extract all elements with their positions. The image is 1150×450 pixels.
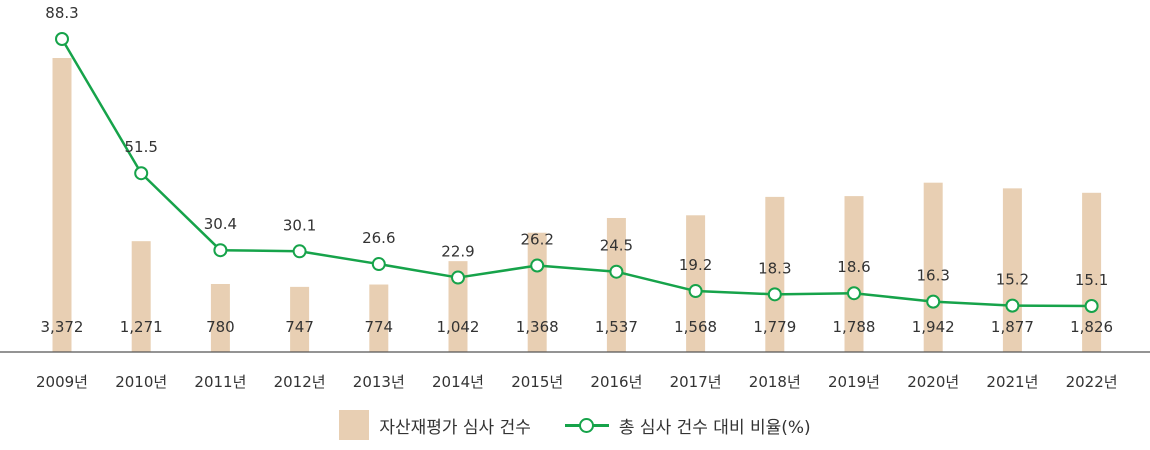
bar-value-label-12: 1,877 (991, 318, 1034, 336)
ratio-value-label-5: 22.9 (441, 243, 474, 261)
ratio-point-12 (1005, 298, 1020, 313)
bar-13 (1082, 192, 1102, 352)
bar-value-label-2: 780 (206, 318, 235, 336)
bar-8 (686, 215, 706, 352)
ratio-point-9 (767, 287, 782, 302)
line-series-marker-icon (564, 418, 609, 433)
bar-value-label-11: 1,942 (912, 318, 955, 336)
ratio-point-2 (213, 243, 228, 258)
bars-layer (52, 58, 1102, 352)
ratio-value-label-10: 18.6 (837, 258, 870, 276)
legend-item-bar-series: 자산재평가 심사 건수 (339, 410, 531, 440)
bar-value-label-5: 1,042 (437, 318, 480, 336)
ratio-value-label-11: 16.3 (916, 267, 949, 285)
ratio-point-0 (55, 32, 69, 46)
legend-label-line-series: 총 심사 건수 대비 비율(%) (618, 417, 811, 438)
ratio-point-7 (609, 264, 624, 279)
bar-value-label-6: 1,368 (516, 318, 559, 336)
x-tick-label-1: 2010년 (115, 373, 167, 391)
bar-value-label-7: 1,537 (595, 318, 638, 336)
bar-value-label-10: 1,788 (833, 318, 876, 336)
ratio-value-label-4: 26.6 (362, 229, 395, 247)
ratio-value-label-7: 24.5 (600, 237, 633, 255)
ratio-value-label-8: 19.2 (679, 256, 712, 274)
bar-1 (131, 241, 151, 352)
ratio-line-layer (55, 32, 1099, 313)
bar-value-label-4: 774 (364, 318, 393, 336)
bar-value-label-13: 1,826 (1070, 318, 1113, 336)
ratio-point-6 (530, 258, 545, 273)
x-tick-label-10: 2019년 (828, 373, 880, 391)
ratio-value-label-9: 18.3 (758, 259, 791, 277)
ratio-line (60, 38, 1092, 308)
ratio-value-label-13: 15.1 (1075, 271, 1108, 289)
bar-12 (1002, 188, 1022, 352)
x-tick-label-0: 2009년 (36, 373, 88, 391)
bar-11 (923, 182, 943, 352)
legend: 자산재평가 심사 건수 총 심사 건수 대비 비율(%) (0, 410, 1150, 440)
bar-series-swatch (339, 410, 370, 440)
ratio-value-label-3: 30.1 (283, 216, 316, 234)
bar-5 (448, 261, 468, 352)
bar-10 (844, 196, 864, 352)
ratio-point-3 (292, 244, 307, 259)
x-tick-label-12: 2021년 (986, 373, 1038, 391)
bar-2 (210, 283, 230, 352)
ratio-value-label-1: 51.5 (124, 138, 157, 156)
x-tick-label-5: 2014년 (432, 373, 484, 391)
ratio-value-label-0: 88.3 (45, 4, 78, 22)
x-tick-label-9: 2018년 (749, 373, 801, 391)
ratio-value-label-12: 15.2 (996, 271, 1029, 289)
x-tick-label-3: 2012년 (274, 373, 326, 391)
bar-value-label-8: 1,568 (674, 318, 717, 336)
x-tick-label-7: 2016년 (590, 373, 642, 391)
x-tick-label-8: 2017년 (670, 373, 722, 391)
x-tick-label-13: 2022년 (1066, 373, 1118, 391)
ratio-value-labels: 88.3 51.5 30.4 30.1 26.6 22.9 26.2 24.5 19.2 18.3… (45, 4, 1108, 289)
legend-label-bar-series: 자산재평가 심사 건수 (379, 417, 531, 438)
ratio-point-1 (134, 166, 149, 181)
bar-7 (606, 217, 626, 352)
bar-value-label-0: 3,372 (41, 318, 84, 336)
bar-9 (765, 196, 785, 352)
ratio-point-5 (451, 270, 465, 285)
ratio-value-label-2: 30.4 (204, 215, 237, 233)
ratio-value-label-6: 26.2 (520, 231, 553, 249)
x-tick-label-11: 2020년 (907, 373, 959, 391)
x-tick-label-2: 2011년 (194, 373, 246, 391)
x-tick-label-6: 2015년 (511, 373, 563, 391)
bar-value-labels: 3,372 1,271 780 747 774 1,042 1,368 1,537 1,568 1… (41, 318, 1114, 336)
ratio-point-4 (371, 257, 386, 272)
chart-canvas: 3,372 1,271 780 747 774 1,042 1,368 1,537 1,568 1… (0, 4, 1150, 391)
ratio-point-10 (847, 286, 861, 301)
bar-value-label-3: 747 (285, 318, 314, 336)
bar-3 (290, 286, 310, 352)
bar-value-label-1: 1,271 (120, 318, 163, 336)
bar-0 (52, 58, 72, 352)
legend-item-line-series: 총 심사 건수 대비 비율(%) (564, 413, 811, 438)
ratio-point-11 (926, 294, 941, 309)
ratio-point-13 (1084, 299, 1099, 313)
bar-value-label-9: 1,779 (753, 318, 796, 336)
x-axis-tick-labels: 2009년 2010년 2011년 2012년 2013년 2014년 2015년 2016년… (36, 373, 1118, 391)
ratio-point-8 (688, 284, 703, 299)
x-tick-label-4: 2013년 (353, 373, 405, 391)
bar-4 (369, 284, 389, 352)
